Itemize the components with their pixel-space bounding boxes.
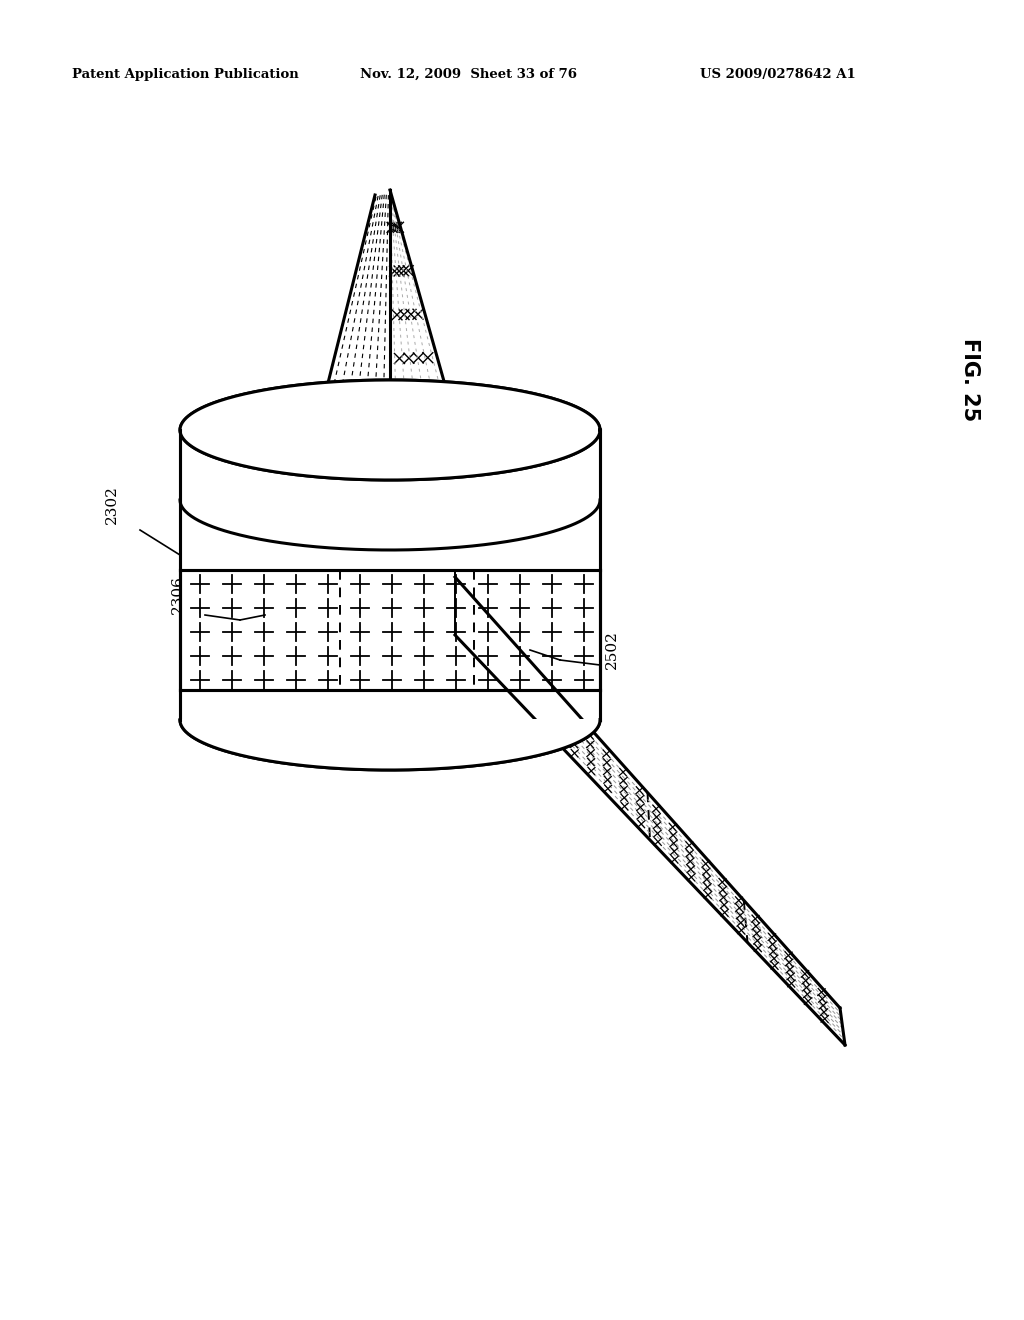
Text: Patent Application Publication: Patent Application Publication <box>72 69 299 81</box>
Text: 2306: 2306 <box>171 576 185 614</box>
Polygon shape <box>180 570 600 690</box>
Polygon shape <box>180 719 600 770</box>
Polygon shape <box>180 380 600 480</box>
Polygon shape <box>390 190 460 440</box>
Text: 2302: 2302 <box>105 486 119 524</box>
Polygon shape <box>455 572 840 1008</box>
Polygon shape <box>180 690 600 719</box>
Polygon shape <box>180 719 600 770</box>
Text: FIG. 25: FIG. 25 <box>961 338 980 421</box>
Polygon shape <box>180 380 600 480</box>
Polygon shape <box>455 577 845 1045</box>
Text: Nov. 12, 2009  Sheet 33 of 76: Nov. 12, 2009 Sheet 33 of 76 <box>360 69 577 81</box>
Polygon shape <box>180 430 600 570</box>
Text: 2502: 2502 <box>605 631 618 669</box>
Polygon shape <box>180 430 600 719</box>
Text: US 2009/0278642 A1: US 2009/0278642 A1 <box>700 69 856 81</box>
Polygon shape <box>315 195 390 440</box>
